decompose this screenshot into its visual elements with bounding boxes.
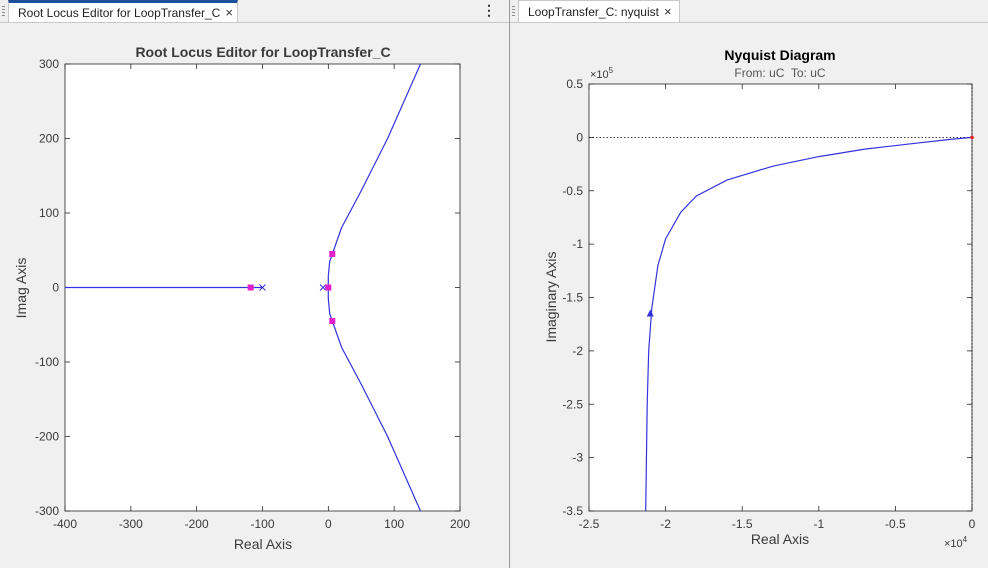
y-tick-label: -3.5 <box>562 504 583 518</box>
x-tick-label: 0 <box>325 517 332 531</box>
rl-xlabel: Real Axis <box>234 536 292 552</box>
ny-title: Nyquist Diagram <box>724 47 835 63</box>
x-tick-label: -0.5 <box>885 517 906 531</box>
ny-subtitle: From: uC To: uC <box>734 66 825 80</box>
y-tick-label: 100 <box>39 206 59 220</box>
open-loop-pole-marker[interactable] <box>259 284 266 291</box>
left-grip-icon[interactable] <box>2 6 5 16</box>
y-tick-label: -1.5 <box>562 291 583 305</box>
y-tick-label: 200 <box>39 132 59 146</box>
y-tick-label: -100 <box>35 355 59 369</box>
x-tick-label: -2.5 <box>579 517 600 531</box>
x-tick-label: -200 <box>185 517 209 531</box>
ny-y-exponent: ×105 <box>590 66 614 81</box>
ny-ylabel: Imaginary Axis <box>543 251 559 342</box>
closed-loop-pole-marker[interactable] <box>325 284 332 291</box>
locus-branch[interactable] <box>327 287 422 512</box>
x-tick-label: -100 <box>250 517 274 531</box>
x-tick-label: 100 <box>384 517 404 531</box>
x-tick-label: 0 <box>969 517 976 531</box>
right-grip-icon[interactable] <box>512 6 515 16</box>
rl-title: Root Locus Editor for LoopTransfer_C <box>135 44 390 60</box>
y-tick-label: -200 <box>35 430 59 444</box>
y-tick-label: -2 <box>572 344 583 358</box>
y-tick-label: -2.5 <box>562 397 583 411</box>
x-tick-label: -2 <box>660 517 671 531</box>
close-icon[interactable]: × <box>225 5 233 20</box>
critical-point-marker <box>970 135 974 140</box>
left-tabstrip: Root Locus Editor for LoopTransfer_C × ⋮ <box>0 0 509 23</box>
x-tick-label: -300 <box>119 517 143 531</box>
x-tick-label: -1 <box>813 517 824 531</box>
tab-nyquist[interactable]: LoopTransfer_C: nyquist × <box>518 0 680 22</box>
rl-ylabel: Imag Axis <box>13 258 29 319</box>
root-locus-pane: Root Locus Editor for LoopTransfer_C × ⋮… <box>0 0 509 568</box>
x-tick-label: 200 <box>450 517 470 531</box>
y-tick-label: 0.5 <box>566 77 583 91</box>
nyquist-chart[interactable]: Nyquist Diagram From: uC To: uC Real Axi… <box>510 22 988 568</box>
closed-loop-pole-marker[interactable] <box>247 284 254 291</box>
pane-divider[interactable] <box>509 0 510 568</box>
y-tick-label: -3 <box>572 451 583 465</box>
ny-xlabel: Real Axis <box>751 531 809 547</box>
y-tick-label: -0.5 <box>562 184 583 198</box>
x-tick-label: -1.5 <box>732 517 753 531</box>
x-tick-label: -400 <box>53 517 77 531</box>
more-options-icon[interactable]: ⋮ <box>482 2 496 18</box>
y-tick-label: -1 <box>572 237 583 251</box>
y-tick-label: 0 <box>52 281 59 295</box>
y-tick-label: 0 <box>576 130 583 144</box>
tab-root-locus-editor[interactable]: Root Locus Editor for LoopTransfer_C × <box>8 0 238 22</box>
locus-branch[interactable] <box>327 63 422 288</box>
ny-x-exponent: ×104 <box>944 535 968 550</box>
nyquist-pane: LoopTransfer_C: nyquist × Nyquist Diagra… <box>510 0 988 568</box>
right-tabstrip: LoopTransfer_C: nyquist × <box>510 0 988 23</box>
y-tick-label: 300 <box>39 57 59 71</box>
closed-loop-pole-marker[interactable] <box>329 318 336 325</box>
tab-nyquist-label: LoopTransfer_C: nyquist <box>528 4 659 19</box>
tab-root-locus-editor-label: Root Locus Editor for LoopTransfer_C <box>18 5 221 20</box>
closed-loop-pole-marker[interactable] <box>329 250 336 257</box>
close-icon[interactable]: × <box>663 4 672 19</box>
direction-arrow-icon <box>646 309 654 317</box>
y-tick-label: -300 <box>35 504 59 518</box>
nyquist-curve[interactable] <box>645 136 973 512</box>
root-locus-chart[interactable]: Root Locus Editor for LoopTransfer_C Rea… <box>0 22 509 568</box>
open-loop-pole-marker[interactable] <box>319 284 327 291</box>
